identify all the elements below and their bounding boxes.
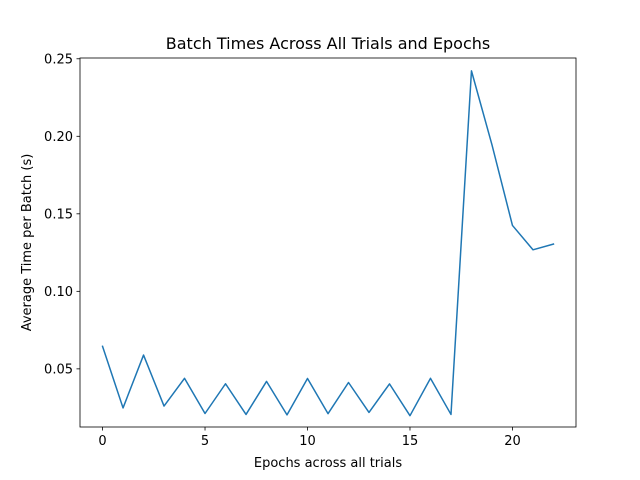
series-line (101, 70, 555, 417)
x-axis-ticks: 0 5 10 15 20 (98, 427, 521, 449)
x-tick-label: 20 (504, 434, 521, 449)
chart-title: Batch Times Across All Trials and Epochs (166, 34, 490, 53)
y-tick-label: 0.10 (44, 285, 73, 300)
x-tick-label: 5 (201, 434, 209, 449)
y-axis-label: Average Time per Batch (s) (20, 154, 35, 332)
y-tick-label: 0.05 (44, 362, 73, 377)
x-tick-label: 15 (402, 434, 419, 449)
y-tick-label: 0.15 (44, 207, 73, 222)
x-tick-label: 0 (98, 434, 106, 449)
y-tick-label: 0.20 (44, 130, 73, 145)
x-axis-label: Epochs across all trials (254, 456, 402, 471)
plot-background (80, 58, 576, 427)
y-axis-ticks: 0.05 0.10 0.15 0.20 0.25 (44, 52, 80, 377)
plot-area (79, 57, 577, 428)
plot-frame (79, 57, 577, 428)
x-tick-label: 10 (299, 434, 316, 449)
series-layer (101, 70, 555, 417)
y-tick-label: 0.25 (44, 52, 73, 67)
